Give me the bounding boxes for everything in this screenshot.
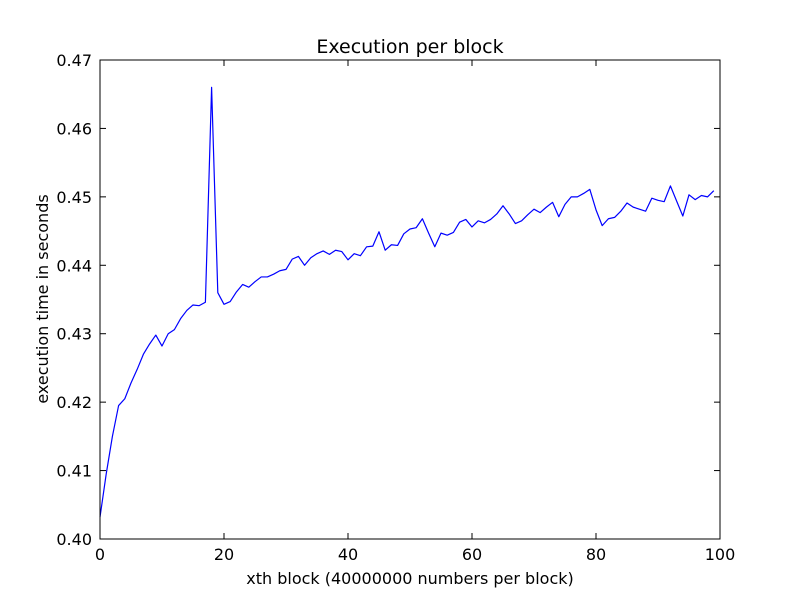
- x-tick-label: 60: [462, 545, 482, 564]
- x-tick-label: 100: [705, 545, 736, 564]
- x-tick-label: 20: [214, 545, 234, 564]
- y-tick-label: 0.46: [56, 119, 92, 138]
- y-tick-label: 0.43: [56, 325, 92, 344]
- x-tick-label: 40: [338, 545, 358, 564]
- y-tick-label: 0.40: [56, 530, 92, 549]
- y-tick-label: 0.41: [56, 462, 92, 481]
- x-tick-label: 80: [586, 545, 606, 564]
- x-axis: 0 20 40 60 80 100: [95, 60, 735, 564]
- y-axis-label: execution time in seconds: [33, 194, 52, 403]
- y-tick-label: 0.42: [56, 393, 92, 412]
- y-axis: 0.40 0.41 0.42 0.43 0.44 0.45 0.46 0.47: [56, 51, 720, 549]
- x-tick-label: 0: [95, 545, 105, 564]
- series-line-0: [99, 86, 715, 518]
- plot-area: [99, 59, 721, 540]
- y-tick-label: 0.45: [56, 188, 92, 207]
- x-axis-label: xth block (40000000 numbers per block): [246, 569, 574, 588]
- plot-frame: [99, 59, 721, 540]
- y-tick-label: 0.47: [56, 51, 92, 70]
- chart-title: Execution per block: [316, 36, 503, 58]
- y-tick-label: 0.44: [56, 256, 92, 275]
